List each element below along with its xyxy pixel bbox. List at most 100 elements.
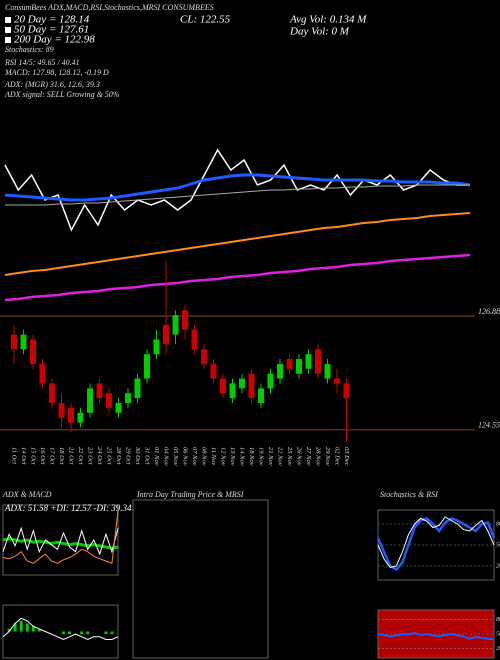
series-line — [377, 516, 495, 568]
histogram-bar — [7, 628, 11, 632]
x-tick-label: 22 Nov — [277, 447, 284, 466]
candle-body — [315, 349, 321, 374]
annotation: 50 Day = 127.61 — [14, 24, 89, 36]
x-tick-label: 26 Nov — [296, 447, 303, 466]
candle-body — [229, 383, 236, 399]
x-tick-label: 12 Nov — [220, 447, 227, 466]
x-tick-label: 14 Oct — [20, 447, 27, 465]
annotation: RSI 14/5: 49.65 / 40.41 — [4, 58, 80, 67]
candle-body — [87, 388, 93, 413]
candle-body — [172, 315, 179, 335]
x-tick-label: 25 Oct — [106, 447, 113, 465]
annotation: Stochastics: 89 — [5, 45, 54, 54]
x-tick-label: 04 Nov — [163, 447, 170, 466]
candle-body — [96, 383, 103, 399]
x-tick-label: 11 Oct — [11, 447, 18, 464]
x-tick-label: 16 Oct — [39, 447, 46, 465]
candle-body — [286, 359, 293, 369]
legend-swatch — [5, 27, 11, 33]
candle-body — [49, 383, 55, 403]
x-tick-label: 23 Oct — [87, 447, 94, 465]
x-tick-label: 17 Oct — [49, 447, 56, 465]
chart-title: ConsumBees ADX,MACD,RSI,Stochastics,MRSI… — [5, 3, 214, 12]
x-tick-label: 05 Nov — [172, 447, 179, 466]
candle-body — [115, 402, 122, 413]
y-tick-label: 20 — [496, 563, 500, 569]
candle-body — [30, 339, 36, 364]
histogram-bar — [19, 620, 23, 632]
panel-title: Intra Day Trading Price & MRSI — [136, 490, 244, 499]
x-tick-label: 29 Nov — [324, 447, 331, 466]
x-tick-label: 25 Nov — [286, 447, 293, 466]
x-tick-label: 28 Oct — [115, 447, 122, 465]
candle-body — [248, 373, 255, 399]
y-tick-label: 50 — [496, 542, 500, 548]
x-tick-label: 13 Nov — [229, 447, 236, 466]
annotation: ADX: (MGR) 31.6, 12.6, 39.3 — [4, 80, 100, 89]
x-tick-label: 27 Nov — [305, 447, 312, 466]
histogram-bar — [13, 623, 17, 632]
candle-body — [68, 407, 74, 423]
histogram-bar — [31, 626, 35, 632]
x-tick-label: 24 Oct — [96, 447, 103, 465]
histogram-bar — [37, 628, 41, 632]
series-line — [376, 516, 496, 572]
y-tick-label: 80 — [496, 617, 500, 623]
candle-body — [334, 378, 340, 384]
series-line — [2, 526, 119, 556]
candle-body — [144, 354, 150, 379]
candle-body — [182, 310, 188, 330]
candle-body — [220, 378, 226, 394]
candle-body — [11, 334, 17, 350]
histogram-bar — [68, 631, 72, 635]
annotation: CL: 122.55 — [180, 14, 231, 26]
x-tick-label: 15 Oct — [30, 447, 37, 465]
annotation: 20 Day = 128.14 — [14, 14, 90, 26]
x-tick-label: 01 Nov — [153, 447, 160, 466]
histogram-bar — [80, 631, 84, 635]
x-tick-label: 08 Nov — [201, 447, 208, 466]
candle-body — [134, 378, 141, 399]
histogram-bar — [104, 631, 108, 635]
series-line — [377, 631, 495, 641]
candle-body — [210, 363, 217, 379]
panel-title: ADX & MACD — [2, 490, 52, 499]
x-tick-label: 30 Oct — [134, 446, 141, 465]
histogram-bar — [25, 623, 29, 632]
annotation: 200 Day = 122.98 — [14, 34, 95, 46]
y-tick-label: 124.55 — [478, 421, 500, 430]
candle-body — [296, 359, 302, 374]
candle-body — [324, 363, 331, 379]
x-tick-label: 21 Oct — [68, 447, 75, 465]
y-tick-label: 50 — [496, 631, 500, 637]
candle-body — [191, 329, 198, 350]
candle-body — [305, 354, 312, 369]
candle-body — [39, 363, 46, 384]
candle-body — [343, 383, 350, 399]
candle-body — [153, 339, 160, 355]
histogram-bar — [110, 631, 114, 635]
x-tick-label: 31 Oct — [144, 446, 151, 465]
series-line — [2, 537, 119, 550]
annotation: Avg Vol: 0.134 M — [289, 14, 367, 26]
series-line — [4, 212, 471, 276]
candle-body — [77, 412, 84, 423]
candle-body — [201, 349, 207, 364]
y-tick-label: 80 — [496, 521, 500, 527]
candle-body — [125, 393, 131, 403]
x-tick-label: 29 Oct — [125, 447, 132, 465]
candle-body — [277, 363, 283, 379]
x-tick-label: 14 Nov — [239, 447, 246, 466]
series-line — [5, 184, 470, 206]
x-tick-label: 19 Nov — [258, 447, 265, 466]
histogram-bar — [86, 631, 90, 635]
x-tick-label: 03 Dec — [343, 447, 350, 466]
x-tick-label: 18 Oct — [58, 447, 65, 465]
x-tick-label: 11 Nov — [210, 447, 217, 465]
candle-body — [20, 334, 27, 350]
annotation: MACD: 127.98, 128.12, -0.19 D — [4, 68, 109, 77]
histogram-bar — [62, 631, 66, 635]
candle-body — [58, 402, 65, 418]
legend-swatch — [5, 37, 11, 43]
